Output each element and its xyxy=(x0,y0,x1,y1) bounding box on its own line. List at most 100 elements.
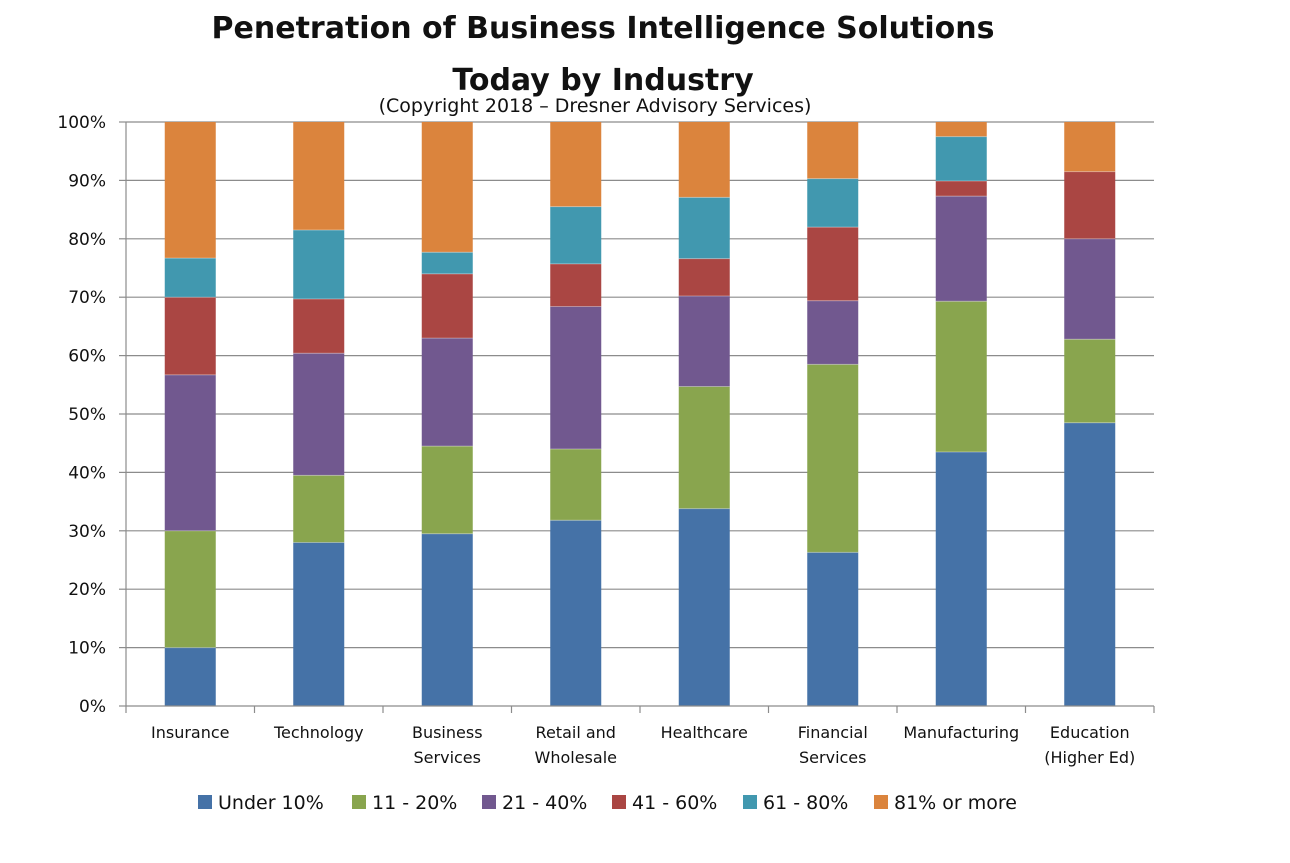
bar-segment-6 xyxy=(807,122,859,179)
y-tick-label: 0% xyxy=(79,697,106,717)
legend: Under 10% 11 - 20% 21 - 40% 41 - 60% 61 - 80… xyxy=(198,792,1017,814)
bar-segment-3 xyxy=(550,306,602,450)
bar-segment-5 xyxy=(164,258,216,298)
gridlines xyxy=(119,121,1154,707)
bar-segment-4 xyxy=(164,297,216,375)
bar-segment-4 xyxy=(935,180,987,197)
y-tick-label: 60% xyxy=(68,347,106,367)
x-tick-label: Business Services xyxy=(412,723,483,767)
chart-subtitle: (Copyright 2018 – Dresner Advisory Servi… xyxy=(379,95,812,117)
x-tick-label: Financial Services xyxy=(798,723,868,767)
x-tick-label: Manufacturing xyxy=(903,723,1019,742)
y-tick-label: 20% xyxy=(68,580,106,600)
x-tick-label-line: Manufacturing xyxy=(903,723,1019,742)
x-tick-label-line: Education xyxy=(1050,723,1130,742)
legend-label: 41 - 60% xyxy=(632,792,717,814)
bar-segment-3 xyxy=(807,300,859,365)
x-axis-tick-labels: Insurance Technology Business Services Retai… xyxy=(151,723,1135,767)
x-tick-label: Insurance xyxy=(151,723,230,742)
bar-segment-4 xyxy=(421,273,473,339)
bar-segment-3 xyxy=(678,296,730,387)
legend-swatch xyxy=(482,795,496,809)
bar-segment-4 xyxy=(678,258,730,297)
legend-label: Under 10% xyxy=(218,792,324,814)
bar-segment-5 xyxy=(421,252,473,274)
x-tick-label: Healthcare xyxy=(661,723,748,742)
legend-swatch xyxy=(198,795,212,809)
bar-segment-6 xyxy=(935,122,987,137)
y-tick-label: 100% xyxy=(57,113,106,133)
legend-swatch xyxy=(612,795,626,809)
bar-segment-2 xyxy=(807,364,859,553)
bar-segment-2 xyxy=(935,301,987,452)
bar-segment-1 xyxy=(1064,422,1116,706)
legend-swatch xyxy=(743,795,757,809)
bar-segment-3 xyxy=(164,374,216,531)
bar-segment-2 xyxy=(421,446,473,534)
y-tick-label: 50% xyxy=(68,405,106,425)
bar-segment-4 xyxy=(807,227,859,301)
x-tick-label-line: Services xyxy=(799,748,866,767)
bar-segment-4 xyxy=(293,298,345,354)
axes xyxy=(125,122,1155,713)
x-tick-label-line: Retail and xyxy=(536,723,616,742)
chart-title-line-2: Today by Industry xyxy=(452,63,754,98)
y-tick-label: 30% xyxy=(68,522,106,542)
bar-segment-1 xyxy=(421,533,473,706)
bar-segment-5 xyxy=(807,178,859,228)
x-tick-label-line: Wholesale xyxy=(535,748,617,767)
y-tick-label: 80% xyxy=(68,230,106,250)
y-tick-label: 10% xyxy=(68,639,106,659)
legend-swatch xyxy=(352,795,366,809)
bar-segment-1 xyxy=(164,647,216,706)
y-tick-label: 70% xyxy=(68,288,106,308)
bar-segment-1 xyxy=(935,451,987,706)
bar-segment-6 xyxy=(1064,122,1116,172)
chart-title-line-1: Penetration of Business Intelligence Sol… xyxy=(212,11,995,46)
bar-segment-5 xyxy=(550,206,602,264)
y-tick-label: 90% xyxy=(68,171,106,191)
bar-segment-3 xyxy=(421,338,473,447)
bar-segment-1 xyxy=(807,552,859,706)
bar-segment-6 xyxy=(164,122,216,259)
bar-segment-6 xyxy=(550,122,602,207)
bar-segment-3 xyxy=(1064,238,1116,340)
y-axis-tick-labels: 0% 10% 20% 30% 40% 50% 60% 70% 80% 90% 100% xyxy=(57,113,106,717)
x-tick-label-line: Healthcare xyxy=(661,723,748,742)
x-tick-label-line: Financial xyxy=(798,723,868,742)
x-tick-label-line: Insurance xyxy=(151,723,230,742)
x-tick-label-line: Technology xyxy=(273,723,364,742)
bar-segment-5 xyxy=(678,197,730,259)
bar-segment-6 xyxy=(678,122,730,198)
bar-segment-3 xyxy=(293,353,345,476)
x-tick-label-line: Business xyxy=(412,723,483,742)
legend-label: 61 - 80% xyxy=(763,792,848,814)
y-tick-label: 40% xyxy=(68,463,106,483)
bar-segment-2 xyxy=(164,530,216,648)
bar-segment-2 xyxy=(1064,339,1116,423)
x-tick-label: Education (Higher Ed) xyxy=(1044,723,1135,767)
bar-segment-1 xyxy=(678,508,730,706)
bar-segment-4 xyxy=(1064,171,1116,239)
bar-segment-2 xyxy=(678,386,730,509)
bar-segment-6 xyxy=(421,122,473,253)
x-tick-label-line: Services xyxy=(414,748,481,767)
bars xyxy=(164,122,1116,706)
bar-segment-2 xyxy=(293,475,345,543)
legend-label: 21 - 40% xyxy=(502,792,587,814)
bar-segment-5 xyxy=(293,230,345,299)
bar-segment-4 xyxy=(550,263,602,307)
bar-segment-1 xyxy=(550,520,602,706)
x-tick-label: Technology xyxy=(273,723,364,742)
bar-segment-2 xyxy=(550,449,602,521)
bar-segment-3 xyxy=(935,196,987,302)
x-tick-label: Retail and Wholesale xyxy=(535,723,617,767)
bar-segment-5 xyxy=(935,136,987,181)
legend-label: 81% or more xyxy=(894,792,1017,814)
legend-swatch xyxy=(874,795,888,809)
bar-segment-1 xyxy=(293,542,345,706)
bar-segment-6 xyxy=(293,122,345,231)
legend-label: 11 - 20% xyxy=(372,792,457,814)
x-tick-label-line: (Higher Ed) xyxy=(1044,748,1135,767)
